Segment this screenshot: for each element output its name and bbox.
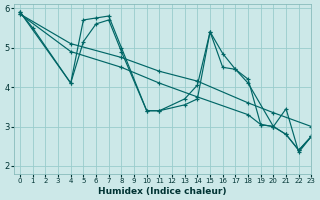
- X-axis label: Humidex (Indice chaleur): Humidex (Indice chaleur): [98, 187, 227, 196]
